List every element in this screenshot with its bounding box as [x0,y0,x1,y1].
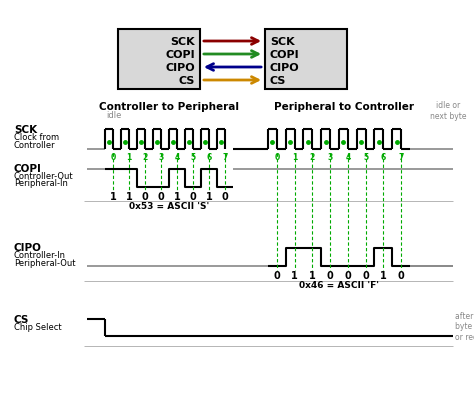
Text: Controller: Controller [14,140,55,149]
Text: 2: 2 [310,153,315,162]
Text: SCK: SCK [170,37,195,47]
Text: 1: 1 [126,192,132,201]
Text: CIPO: CIPO [165,63,195,73]
Text: 2: 2 [142,153,147,162]
Text: 0: 0 [222,192,228,201]
Text: 0: 0 [273,270,280,280]
Text: after last
byte sent
or received: after last byte sent or received [455,311,474,341]
Text: 0x46 = ASCII 'F': 0x46 = ASCII 'F' [299,280,379,289]
Text: Controller-In: Controller-In [14,251,66,260]
Text: 6: 6 [381,153,386,162]
Text: 4: 4 [345,153,350,162]
Text: 3: 3 [158,153,164,162]
Text: CS: CS [179,76,195,86]
Text: 7: 7 [222,153,228,162]
Text: CS: CS [270,76,286,86]
Text: 0: 0 [345,270,351,280]
Bar [265,30,347,90]
Text: 1: 1 [109,192,117,201]
Text: 1: 1 [291,270,298,280]
Text: CS: CS [14,314,29,324]
Text: 1: 1 [173,192,181,201]
Text: 5: 5 [363,153,368,162]
Text: COPI: COPI [165,50,195,60]
Text: CIPO: CIPO [14,242,42,252]
Text: 1: 1 [127,153,132,162]
Text: 1: 1 [309,270,316,280]
Text: SCK: SCK [14,125,37,135]
Text: 7: 7 [399,153,404,162]
Text: 0: 0 [158,192,164,201]
Text: COPI: COPI [14,164,42,174]
Text: CIPO: CIPO [270,63,300,73]
Text: 0: 0 [398,270,404,280]
Text: Chip Select: Chip Select [14,323,62,332]
Text: Peripheral to Controller: Peripheral to Controller [274,102,414,112]
Text: 0x53 = ASCII 'S': 0x53 = ASCII 'S' [129,201,209,211]
Text: 0: 0 [190,192,196,201]
Text: idle: idle [106,110,122,119]
Text: Controller to Peripheral: Controller to Peripheral [99,102,239,112]
Text: 0: 0 [327,270,334,280]
Text: COPI: COPI [270,50,300,60]
Text: 3: 3 [328,153,333,162]
Text: 4: 4 [174,153,180,162]
Text: Peripheral-In: Peripheral-In [14,179,68,188]
Text: 0: 0 [142,192,148,201]
Text: 0: 0 [362,270,369,280]
Text: 0: 0 [274,153,280,162]
Text: SCK: SCK [270,37,295,47]
Text: 1: 1 [380,270,387,280]
Text: Controller-Out: Controller-Out [14,172,73,181]
Text: 0: 0 [110,153,116,162]
Text: Peripheral-Out: Peripheral-Out [14,258,75,267]
Bar [118,30,200,90]
Text: Clock from: Clock from [14,133,59,142]
Text: 5: 5 [191,153,196,162]
Text: idle or
next byte: idle or next byte [430,101,466,120]
Text: 1: 1 [206,192,212,201]
Text: 1: 1 [292,153,297,162]
Text: 6: 6 [206,153,211,162]
